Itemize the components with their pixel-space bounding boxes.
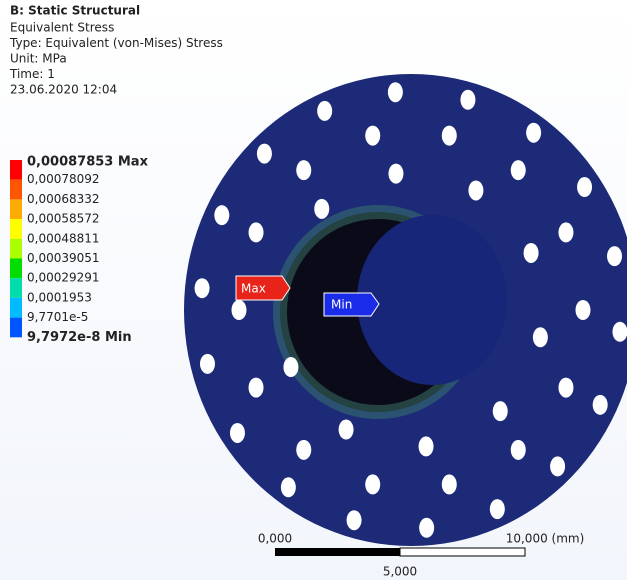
legend-swatch [10, 239, 22, 259]
hole [493, 401, 508, 421]
hole [365, 474, 380, 494]
hub [357, 215, 507, 385]
hole [558, 222, 573, 242]
hole [558, 378, 573, 398]
hole [232, 300, 247, 320]
hole [214, 205, 229, 225]
header-line: Equivalent Stress [10, 21, 114, 35]
hole [533, 327, 548, 347]
hole [460, 90, 475, 110]
header-line: Type: Equivalent (von-Mises) Stress [9, 36, 223, 50]
legend-label: 0,0001953 [27, 290, 92, 304]
hole [249, 222, 264, 242]
legend-label: 9,7972e-8 Min [27, 330, 132, 345]
hole [419, 518, 434, 538]
legend-swatch [10, 278, 22, 298]
hole [468, 180, 483, 200]
hole [612, 322, 627, 342]
hole [281, 477, 296, 497]
min-label: Min [331, 298, 352, 312]
hole [388, 82, 403, 102]
hole [249, 378, 264, 398]
scale-end: 10,000 (mm) [506, 532, 585, 546]
legend-label: 9,7701e-5 [27, 310, 88, 324]
hole [388, 164, 403, 184]
legend-swatch [10, 160, 22, 180]
hole [296, 440, 311, 460]
hole [593, 395, 608, 415]
legend-label: 0,00058572 [27, 212, 100, 226]
legend-label: 0,00068332 [27, 192, 100, 206]
max-probe: Max [236, 276, 290, 300]
scale-start: 0,000 [258, 532, 292, 546]
legend-label: 0,00078092 [27, 172, 100, 186]
legend-swatch [10, 318, 22, 338]
header-line: Time: 1 [9, 67, 55, 81]
hole [257, 144, 272, 164]
legend-label: 0,00048811 [27, 231, 100, 245]
legend-label: 0,00029291 [27, 271, 100, 285]
legend-swatch [10, 199, 22, 219]
min-probe: Min [324, 293, 379, 316]
hole [511, 160, 526, 180]
hole [550, 456, 565, 476]
max-label: Max [241, 282, 266, 296]
scale-white [400, 548, 525, 556]
hole [442, 126, 457, 146]
legend-label: 0,00039051 [27, 251, 100, 265]
hole [200, 354, 215, 374]
hole [442, 474, 457, 494]
hole [576, 300, 591, 320]
hole [317, 101, 332, 121]
hole [365, 126, 380, 146]
hole [607, 246, 622, 266]
hole [314, 199, 329, 219]
hole [339, 420, 354, 440]
title: B: Static Structural [10, 4, 140, 18]
hole [526, 123, 541, 143]
hole [577, 177, 592, 197]
legend-swatch [10, 180, 22, 200]
scale-black [275, 548, 400, 556]
legend-swatch [10, 219, 22, 239]
hole [490, 499, 505, 519]
viewport: B: Static Structural Equivalent StressTy… [0, 0, 627, 580]
scale-mid: 5,000 [383, 565, 417, 579]
header-line: Unit: MPa [10, 52, 67, 66]
hole [230, 423, 245, 443]
hole [511, 440, 526, 460]
legend-swatch [10, 259, 22, 279]
hole [524, 243, 539, 263]
header-line: 23.06.2020 12:04 [10, 83, 117, 97]
hole [419, 436, 434, 456]
hole [283, 357, 298, 377]
legend-swatch [10, 298, 22, 318]
hole [195, 278, 210, 298]
hole [347, 510, 362, 530]
legend-label: 0,00087853 Max [27, 155, 149, 170]
hole [296, 160, 311, 180]
